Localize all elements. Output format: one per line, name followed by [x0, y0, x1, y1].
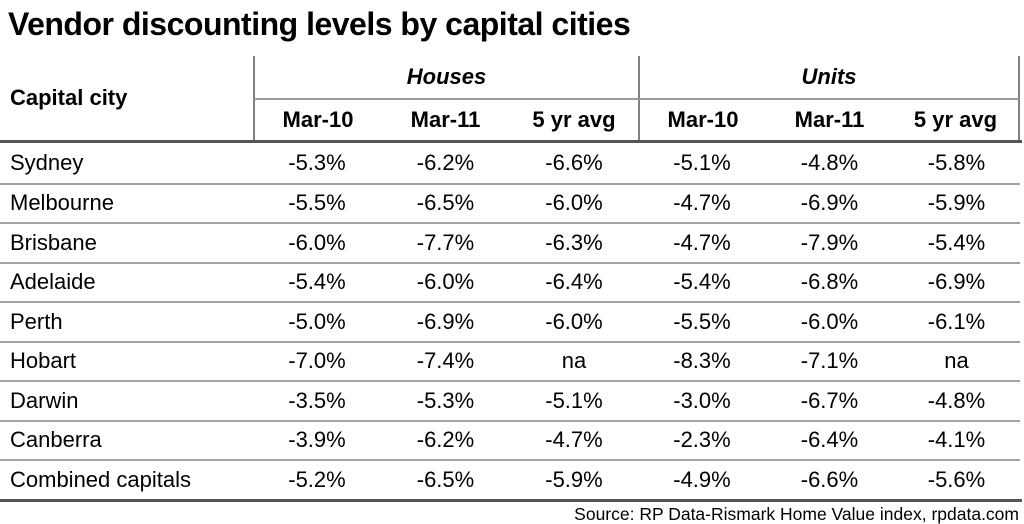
row-city: Darwin	[0, 380, 253, 420]
cell-value: -4.7%	[510, 419, 638, 460]
table-row: Hobart -7.0% -7.4% na -8.3% -7.1% na	[0, 340, 1022, 381]
table-row: Canberra -3.9% -6.2% -4.7% -2.3% -6.4% -…	[0, 419, 1022, 460]
cell-value: -6.0%	[510, 182, 638, 223]
cell-value: -6.9%	[893, 261, 1020, 302]
cell-value: -6.6%	[545, 149, 603, 175]
cell-value: -4.7%	[638, 182, 766, 223]
row-city: Adelaide	[0, 261, 253, 302]
page-title: Vendor discounting levels by capital cit…	[8, 6, 631, 42]
column-header-units-mar11: Mar-11	[794, 107, 865, 132]
group-header-units: Units	[638, 56, 1020, 100]
table-header: Capital city Houses Units Mar-10 Mar-11 …	[0, 56, 1022, 143]
cell-value: -5.5%	[253, 182, 381, 223]
cell-value: -3.5%	[253, 380, 381, 420]
column-header-houses-5yravg: 5 yr avg	[532, 107, 616, 132]
cell-value: -8.3%	[638, 340, 766, 381]
cell-value: -5.5%	[638, 301, 766, 341]
cell-value: -6.7%	[766, 380, 893, 420]
cell-value: -7.7%	[381, 222, 510, 262]
cell-value: -5.4%	[638, 261, 766, 302]
table-row: Combined capitals -5.2% -6.5% -5.9% -4.9…	[0, 459, 1022, 499]
row-city: Canberra	[0, 419, 253, 460]
capital-city-header: Capital city	[10, 85, 128, 110]
cell-value: -6.9%	[381, 301, 510, 341]
table-body: Sydney -5.3% -6.2% -6.6% -5.1% -4.8% -5.…	[0, 143, 1022, 502]
cell-value: -2.3%	[638, 419, 766, 460]
row-city: Combined capitals	[0, 459, 253, 499]
cell-value: -5.8%	[927, 149, 986, 175]
cell-value: -3.0%	[638, 380, 766, 420]
cell-value: -4.7%	[638, 222, 766, 262]
cell-value: -6.5%	[381, 459, 510, 499]
cell-value: -5.3%	[288, 149, 346, 175]
cell-value: -6.4%	[510, 261, 638, 302]
cell-value: -7.0%	[253, 340, 381, 381]
cell-value: -5.4%	[893, 222, 1020, 262]
row-city: Hobart	[0, 340, 253, 381]
cell-value: -6.0%	[253, 222, 381, 262]
row-city: Brisbane	[0, 222, 253, 262]
cell-value: -6.0%	[766, 301, 893, 341]
cell-value: -5.0%	[253, 301, 381, 341]
cell-value: na	[893, 340, 1020, 381]
cell-value: -7.1%	[766, 340, 893, 381]
source-note: Source: RP Data-Rismark Home Value index…	[574, 503, 1019, 524]
row-city: Melbourne	[0, 182, 253, 223]
row-city: Perth	[0, 301, 253, 341]
cell-value: -6.0%	[381, 261, 510, 302]
cell-value: na	[510, 340, 638, 381]
cell-value: -6.2%	[416, 149, 475, 175]
cell-value: -4.1%	[893, 419, 1020, 460]
cell-value: -6.6%	[766, 459, 893, 499]
cell-value: -4.9%	[638, 459, 766, 499]
table-row: Adelaide -5.4% -6.0% -6.4% -5.4% -6.8% -…	[0, 261, 1022, 302]
group-header-houses: Houses	[253, 56, 638, 100]
cell-value: -5.6%	[893, 459, 1020, 499]
cell-value: -6.2%	[381, 419, 510, 460]
cell-value: -5.1%	[673, 149, 731, 175]
cell-value: -4.8%	[800, 149, 859, 175]
cell-value: -6.3%	[510, 222, 638, 262]
cell-value: -5.9%	[510, 459, 638, 499]
table-row: Perth -5.0% -6.9% -6.0% -5.5% -6.0% -6.1…	[0, 301, 1022, 341]
cell-value: -6.1%	[893, 301, 1020, 341]
cell-value: -6.4%	[766, 419, 893, 460]
row-city: Sydney	[10, 149, 84, 175]
cell-value: -5.3%	[381, 380, 510, 420]
cell-value: -7.9%	[766, 222, 893, 262]
cell-value: -7.4%	[381, 340, 510, 381]
table-row: Sydney -5.3% -6.2% -6.6% -5.1% -4.8% -5.…	[0, 143, 1022, 183]
cell-value: -3.9%	[253, 419, 381, 460]
table-row: Darwin -3.5% -5.3% -5.1% -3.0% -6.7% -4.…	[0, 380, 1022, 420]
cell-value: -6.0%	[510, 301, 638, 341]
column-header-houses-mar11: Mar-11	[410, 107, 481, 132]
cell-value: -4.8%	[893, 380, 1020, 420]
table-row: Brisbane -6.0% -7.7% -6.3% -4.7% -7.9% -…	[0, 222, 1022, 262]
cell-value: -6.9%	[766, 182, 893, 223]
cell-value: -5.1%	[510, 380, 638, 420]
column-header-units-mar10: Mar-10	[638, 100, 766, 140]
cell-value: -6.5%	[381, 182, 510, 223]
table-row: Melbourne -5.5% -6.5% -6.0% -4.7% -6.9% …	[0, 182, 1022, 223]
cell-value: -5.2%	[253, 459, 381, 499]
vendor-discounting-table: Capital city Houses Units Mar-10 Mar-11 …	[0, 56, 1022, 524]
cell-value: -5.4%	[253, 261, 381, 302]
column-header-units-5yravg: 5 yr avg	[893, 100, 1020, 140]
cell-value: -6.8%	[766, 261, 893, 302]
column-header-houses-mar10: Mar-10	[253, 100, 381, 140]
cell-value: -5.9%	[893, 182, 1020, 223]
